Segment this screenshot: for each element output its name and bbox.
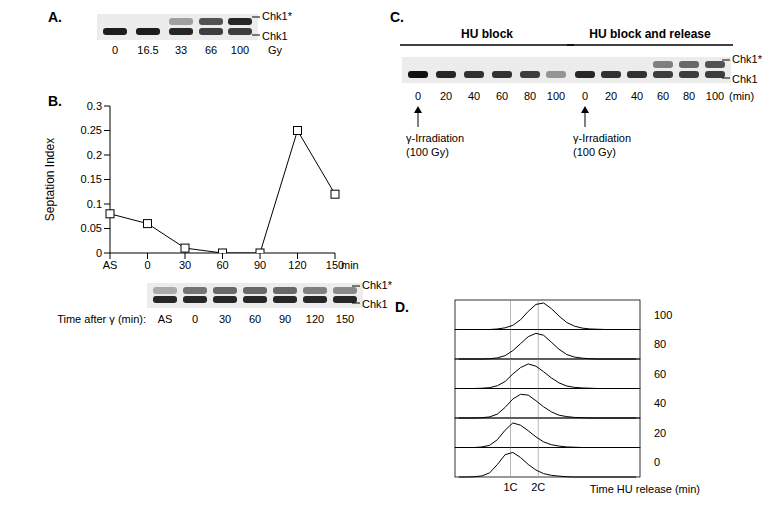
svg-text:(100 Gy): (100 Gy) — [406, 146, 449, 158]
svg-text:2C: 2C — [531, 481, 545, 493]
svg-text:0: 0 — [415, 90, 421, 102]
svg-text:100: 100 — [231, 44, 249, 56]
svg-text:100: 100 — [654, 309, 672, 321]
svg-text:30: 30 — [179, 259, 191, 271]
svg-text:66: 66 — [205, 44, 217, 56]
svg-text:33: 33 — [175, 44, 187, 56]
svg-text:80: 80 — [654, 338, 666, 350]
svg-text:0.3: 0.3 — [87, 100, 102, 112]
svg-text:0.25: 0.25 — [81, 124, 102, 136]
svg-text:40: 40 — [631, 90, 643, 102]
svg-text:AS: AS — [158, 313, 173, 325]
svg-text:HU block and release: HU block and release — [589, 27, 711, 41]
svg-text:100: 100 — [706, 90, 724, 102]
svg-text:Time after γ (min):: Time after γ (min): — [57, 313, 146, 325]
svg-text:0.2: 0.2 — [87, 149, 102, 161]
svg-text:0: 0 — [96, 247, 102, 259]
svg-text:(100 Gy): (100 Gy) — [573, 146, 616, 158]
svg-text:40: 40 — [654, 397, 666, 409]
svg-text:30: 30 — [219, 313, 231, 325]
svg-text:Septation Index: Septation Index — [43, 138, 57, 221]
svg-text:150: 150 — [336, 313, 354, 325]
svg-text:20: 20 — [654, 427, 666, 439]
svg-text:Chk1: Chk1 — [262, 30, 288, 42]
svg-text:80: 80 — [524, 90, 536, 102]
svg-text:Chk1*: Chk1* — [262, 10, 293, 22]
svg-text:60: 60 — [496, 90, 508, 102]
svg-text:60: 60 — [216, 259, 228, 271]
svg-text:0.1: 0.1 — [87, 198, 102, 210]
svg-text:Chk1*: Chk1* — [362, 279, 393, 291]
svg-text:0.05: 0.05 — [81, 222, 102, 234]
svg-text:A.: A. — [48, 9, 62, 25]
svg-text:D.: D. — [395, 299, 409, 315]
svg-text:Gy: Gy — [268, 44, 283, 56]
svg-text:HU block: HU block — [461, 27, 513, 41]
svg-text:C.: C. — [390, 9, 404, 25]
svg-text:20: 20 — [440, 90, 452, 102]
svg-text:γ-Irradiation: γ-Irradiation — [573, 132, 631, 144]
svg-text:AS: AS — [103, 259, 118, 271]
svg-text:60: 60 — [654, 368, 666, 380]
svg-text:Chk1: Chk1 — [732, 73, 758, 85]
svg-text:Chk1: Chk1 — [362, 298, 388, 310]
svg-text:γ-Irradiation: γ-Irradiation — [406, 132, 464, 144]
svg-text:0: 0 — [654, 456, 660, 468]
svg-text:150: 150 — [325, 258, 345, 271]
svg-text:16.5: 16.5 — [137, 44, 158, 56]
svg-text:120: 120 — [288, 259, 306, 271]
svg-text:100: 100 — [547, 90, 565, 102]
svg-text:min: min — [341, 259, 359, 271]
svg-text:(min): (min) — [729, 90, 754, 102]
svg-text:90: 90 — [279, 313, 291, 325]
svg-text:20: 20 — [605, 90, 617, 102]
svg-text:Chk1*: Chk1* — [732, 53, 763, 65]
svg-text:60: 60 — [657, 90, 669, 102]
svg-text:Time HU release (min): Time HU release (min) — [590, 483, 700, 495]
svg-text:0: 0 — [192, 313, 198, 325]
svg-text:90: 90 — [254, 259, 266, 271]
svg-text:1C: 1C — [503, 481, 517, 493]
svg-text:60: 60 — [249, 313, 261, 325]
svg-text:80: 80 — [683, 90, 695, 102]
svg-text:40: 40 — [468, 90, 480, 102]
svg-text:0: 0 — [112, 44, 118, 56]
svg-text:0: 0 — [582, 90, 588, 102]
svg-text:0: 0 — [144, 259, 150, 271]
svg-text:B.: B. — [48, 93, 62, 109]
svg-text:120: 120 — [306, 313, 324, 325]
svg-text:0.15: 0.15 — [81, 173, 102, 185]
